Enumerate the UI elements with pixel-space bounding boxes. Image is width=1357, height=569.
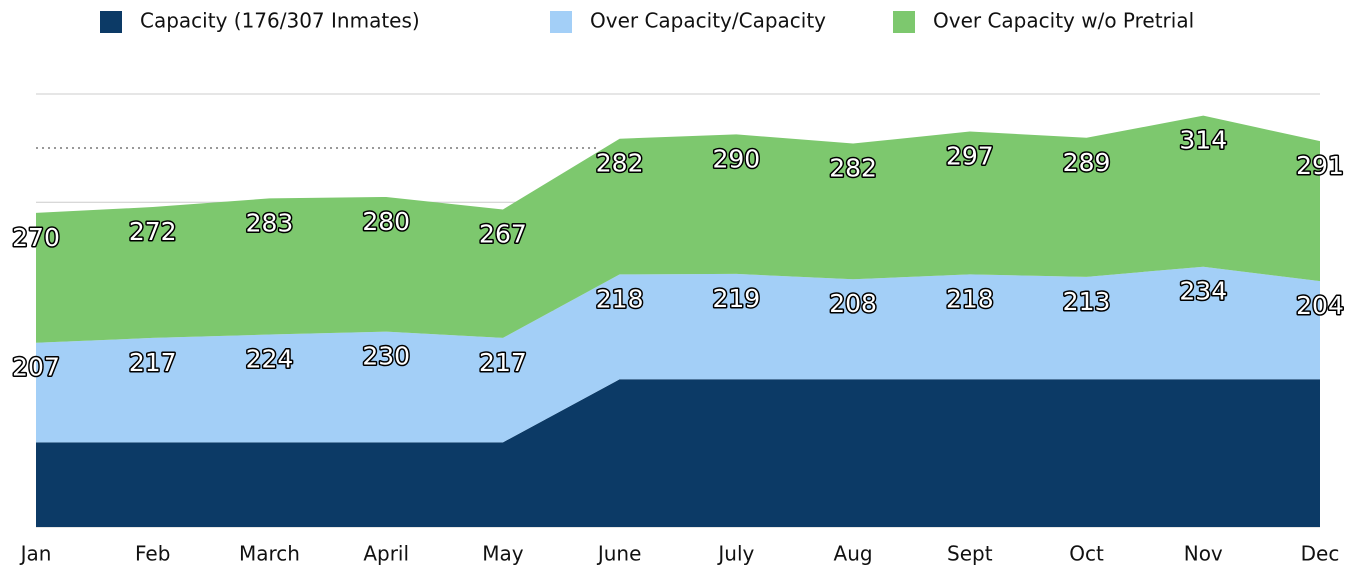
value-label: 289 (1063, 148, 1111, 177)
legend-label: Over Capacity w/o Pretrial (933, 9, 1194, 33)
x-tick-label: Oct (1069, 542, 1104, 566)
value-label: 207 (12, 353, 60, 382)
value-label: 280 (362, 207, 410, 236)
value-label: 208 (829, 289, 877, 318)
legend-label: Capacity (176/307 Inmates) (140, 9, 420, 33)
value-label: 267 (479, 219, 527, 248)
value-label: 291 (1296, 151, 1344, 180)
x-tick-label: April (363, 542, 409, 566)
x-tick-label: Jan (19, 542, 52, 566)
legend-swatch (550, 11, 572, 33)
value-label: 290 (713, 144, 761, 173)
value-label: 219 (713, 284, 761, 313)
value-label: 217 (129, 348, 177, 377)
value-label: 314 (1179, 126, 1227, 155)
area (36, 115, 1320, 343)
x-tick-label: Sept (947, 542, 993, 566)
legend-swatch (100, 11, 122, 33)
legend-swatch (893, 11, 915, 33)
x-tick-label: Nov (1184, 542, 1223, 566)
value-label: 282 (596, 149, 644, 178)
value-label: 230 (362, 342, 410, 371)
value-label: 224 (246, 345, 294, 374)
value-label: 297 (946, 142, 994, 171)
area (36, 266, 1320, 443)
x-tick-label: Feb (135, 542, 170, 566)
x-tick-label: May (482, 542, 524, 566)
value-label: 282 (829, 154, 877, 183)
x-tick-label: March (239, 542, 300, 566)
legend-label: Over Capacity/Capacity (590, 9, 826, 33)
value-label: 213 (1063, 287, 1111, 316)
value-label: 204 (1296, 291, 1344, 320)
x-tick-label: Aug (834, 542, 873, 566)
x-tick-label: Dec (1301, 542, 1340, 566)
value-label: 272 (129, 217, 177, 246)
value-label: 217 (479, 348, 527, 377)
value-label: 270 (12, 223, 60, 252)
x-tick-label: June (596, 542, 642, 566)
value-label: 234 (1179, 277, 1227, 306)
x-tick-label: July (716, 542, 754, 566)
value-label: 218 (946, 284, 994, 313)
area (36, 379, 1320, 527)
value-label: 283 (246, 208, 294, 237)
value-label: 218 (596, 284, 644, 313)
